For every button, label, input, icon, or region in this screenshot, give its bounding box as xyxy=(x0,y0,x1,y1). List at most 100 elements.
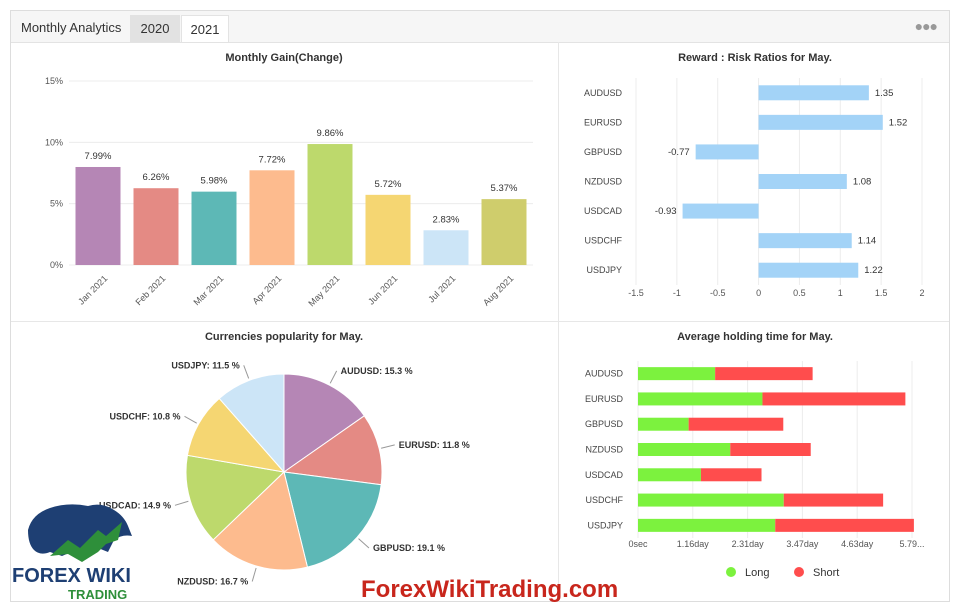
stacked-bar-segment xyxy=(688,417,784,431)
pie-leader-line xyxy=(329,370,338,384)
y-tick-label: USDCHF xyxy=(585,236,623,246)
chart-title: Average holding time for May. xyxy=(677,331,833,343)
currencies-pie-chart: Currencies popularity for May. AUDUSD: 15… xyxy=(99,331,470,586)
bar-value-label: 1.35 xyxy=(875,88,894,99)
tab-2021[interactable]: 2021 xyxy=(181,15,229,42)
pie-slice xyxy=(282,415,383,486)
reward-risk-chart: Reward : Risk Ratios for May. -1.5 -1 -0.5 0… xyxy=(584,52,925,298)
y-tick-label: USDJPY xyxy=(586,265,622,275)
holding-time-chart: Average holding time for May. 0sec 1.16day… xyxy=(585,331,925,579)
x-tick-label: 1.5 xyxy=(875,288,888,298)
x-tick-label: Aug 2021 xyxy=(481,273,515,307)
bar xyxy=(133,188,179,265)
bar-value-label: -0.93 xyxy=(655,206,677,217)
pie-leader-line xyxy=(184,415,197,424)
panel-header: Monthly Analytics 2020 2021 ●●● xyxy=(11,11,949,43)
ellipsis-icon[interactable]: ●●● xyxy=(914,18,938,34)
pie-label: USDJPY: 11.5 % xyxy=(171,360,239,370)
y-tick-label: AUDUSD xyxy=(585,369,624,379)
x-tick-label: 1.16day xyxy=(677,539,710,549)
stacked-bar-segment xyxy=(638,443,731,456)
x-tick-label: 0 xyxy=(756,288,761,298)
bar xyxy=(682,203,759,219)
x-tick-label: 3.47day xyxy=(786,539,819,549)
y-tick-label: EURUSD xyxy=(584,117,623,127)
y-tick-label: GBPUSD xyxy=(584,147,623,157)
pie-slice xyxy=(218,373,285,474)
x-tick-label: 0.5 xyxy=(793,288,806,298)
legend-label: Short xyxy=(813,567,839,579)
y-tick-label: USDCAD xyxy=(584,206,623,216)
pie-leader-line xyxy=(381,444,395,449)
bar-value-label: 6.26% xyxy=(143,172,170,183)
bar xyxy=(75,166,121,265)
logo-line1: FOREX WIKI xyxy=(12,565,131,587)
pie-label: AUDUSD: 15.3 % xyxy=(341,366,413,376)
watermark-text: ForexWikiTrading.com xyxy=(361,576,619,603)
pie-label: NZDUSD: 16.7 % xyxy=(177,576,248,586)
bar xyxy=(365,194,411,265)
x-tick-label: 5.79... xyxy=(899,539,924,549)
bar xyxy=(249,170,295,265)
y-tick-label: NZDUSD xyxy=(586,445,624,455)
pie-leader-line xyxy=(358,538,370,549)
bar-value-label: 7.72% xyxy=(259,154,286,165)
pie-label: USDCHF: 10.8 % xyxy=(109,411,180,421)
stacked-bar-segment xyxy=(715,367,813,381)
bar-value-label: 1.14 xyxy=(858,236,877,247)
y-tick-label: 0% xyxy=(50,260,63,270)
bar xyxy=(481,199,527,265)
legend-marker xyxy=(794,567,804,577)
forex-wiki-logo: FOREX WIKI TRADING xyxy=(12,504,132,602)
bar xyxy=(695,144,759,160)
pie-leader-line xyxy=(243,365,250,379)
bar-value-label: 5.37% xyxy=(491,183,518,194)
y-tick-label: GBPUSD xyxy=(585,419,624,429)
x-tick-label: 0sec xyxy=(628,539,648,549)
y-tick-label: NZDUSD xyxy=(585,177,623,187)
x-tick-label: -1 xyxy=(673,288,681,298)
bar-value-label: 5.98% xyxy=(201,176,228,187)
bar-value-label: 1.22 xyxy=(864,265,883,276)
y-tick-label: AUDUSD xyxy=(584,88,623,98)
bar-value-label: 2.83% xyxy=(433,214,460,225)
monthly-gain-chart: Monthly Gain(Change) 0% 5% 10% 15% 7.99% Jan 2… xyxy=(45,52,533,308)
stacked-bar-segment xyxy=(638,518,776,532)
analytics-panel: Monthly Analytics 2020 2021 ●●● xyxy=(10,10,950,602)
bar xyxy=(758,85,869,101)
pie-label: GBPUSD: 19.1 % xyxy=(373,543,445,553)
tab-2020[interactable]: 2020 xyxy=(130,15,180,42)
pie-slice xyxy=(283,373,365,473)
horizontal-divider xyxy=(11,321,949,322)
stacked-bar-segment xyxy=(775,518,914,532)
bar xyxy=(423,230,469,265)
stacked-bar-segment xyxy=(638,493,784,507)
pie-slice xyxy=(186,397,286,473)
y-tick-label: USDCHF xyxy=(586,495,624,505)
x-tick-label: 4.63day xyxy=(841,539,874,549)
panel-title: Monthly Analytics xyxy=(21,20,122,35)
x-tick-label: Jun 2021 xyxy=(366,273,399,306)
pie-slice xyxy=(212,471,309,571)
legend-label: Long xyxy=(745,567,769,579)
pie-label: EURUSD: 11.8 % xyxy=(399,440,470,450)
bar-value-label: 5.72% xyxy=(375,179,402,190)
bar-value-label: 1.52 xyxy=(889,117,908,128)
pie-slice xyxy=(185,454,286,541)
y-tick-label: EURUSD xyxy=(585,394,624,404)
x-tick-label: Apr 2021 xyxy=(251,273,284,306)
bar-value-label: 9.86% xyxy=(317,128,344,139)
x-tick-label: Jul 2021 xyxy=(426,273,457,304)
bar xyxy=(191,191,237,265)
bar xyxy=(758,114,883,130)
chart-title: Currencies popularity for May. xyxy=(205,331,363,343)
bar xyxy=(758,174,847,189)
stacked-bar-segment xyxy=(762,392,906,406)
stacked-bar-segment xyxy=(638,468,701,482)
pie-slice xyxy=(283,471,382,568)
stacked-bar-segment xyxy=(700,468,762,482)
bar xyxy=(758,262,859,278)
legend-marker xyxy=(726,567,736,577)
stacked-bar-segment xyxy=(783,493,884,507)
bar-value-label: 7.99% xyxy=(85,151,112,162)
